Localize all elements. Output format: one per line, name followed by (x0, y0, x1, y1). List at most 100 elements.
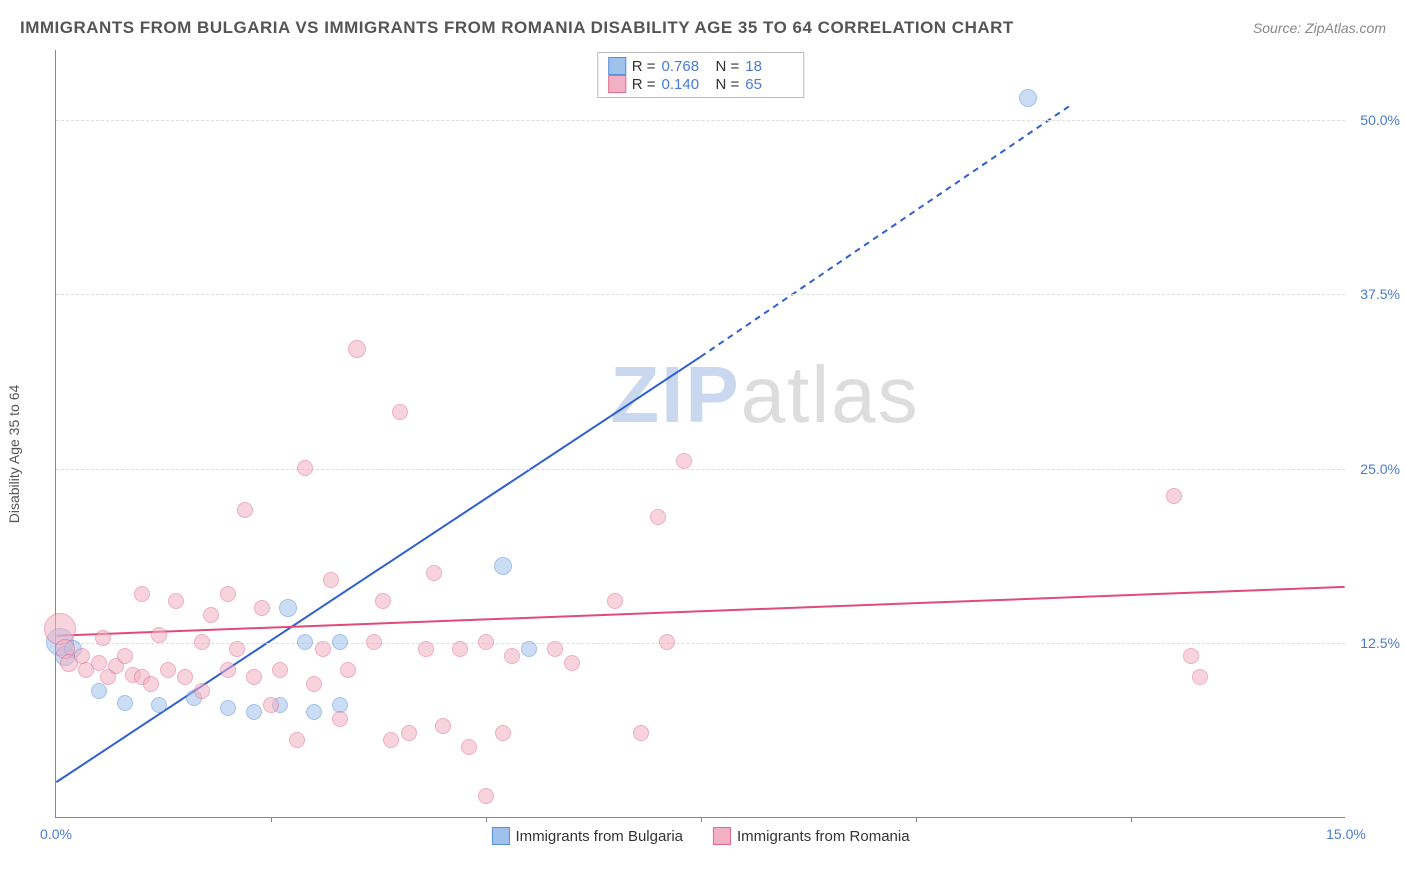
data-point (263, 697, 279, 713)
watermark: ZIPatlas (610, 349, 919, 441)
data-point (237, 502, 253, 518)
data-point (495, 725, 511, 741)
data-point (143, 676, 159, 692)
y-tick-label: 12.5% (1350, 635, 1400, 651)
data-point (323, 572, 339, 588)
data-point (306, 704, 322, 720)
legend-swatch (608, 57, 626, 75)
trend-line (56, 357, 700, 782)
data-point (246, 669, 262, 685)
data-point (229, 641, 245, 657)
data-point (151, 627, 167, 643)
gridline (56, 294, 1345, 295)
n-label: N = (716, 58, 740, 75)
r-value: 0.768 (662, 58, 710, 75)
n-value: 18 (745, 58, 793, 75)
legend-swatch (713, 827, 731, 845)
gridline (56, 469, 1345, 470)
x-tick-mark (486, 817, 487, 822)
data-point (418, 641, 434, 657)
trend-line (56, 587, 1344, 636)
data-point (315, 641, 331, 657)
data-point (332, 634, 348, 650)
data-point (117, 648, 133, 664)
data-point (134, 586, 150, 602)
data-point (426, 565, 442, 581)
y-tick-label: 37.5% (1350, 286, 1400, 302)
legend-swatch (491, 827, 509, 845)
data-point (168, 593, 184, 609)
data-point (392, 404, 408, 420)
gridline (56, 120, 1345, 121)
x-tick-mark (916, 817, 917, 822)
data-point (1166, 488, 1182, 504)
data-point (272, 662, 288, 678)
legend-stat-row: R = 0.768 N = 18 (608, 57, 794, 75)
data-point (151, 697, 167, 713)
chart-title: IMMIGRANTS FROM BULGARIA VS IMMIGRANTS F… (20, 18, 1014, 38)
data-point (1183, 648, 1199, 664)
data-point (478, 634, 494, 650)
correlation-legend: R = 0.768 N = 18R = 0.140 N = 65 (597, 52, 805, 98)
data-point (203, 607, 219, 623)
data-point (194, 634, 210, 650)
n-label: N = (716, 76, 740, 93)
data-point (633, 725, 649, 741)
n-value: 65 (745, 76, 793, 93)
data-point (564, 655, 580, 671)
legend-item: Immigrants from Romania (713, 827, 910, 845)
data-point (91, 683, 107, 699)
data-point (297, 460, 313, 476)
data-point (220, 586, 236, 602)
legend-swatch (608, 75, 626, 93)
data-point (659, 634, 675, 650)
trend-lines-svg (56, 50, 1345, 817)
y-tick-label: 50.0% (1350, 112, 1400, 128)
data-point (547, 641, 563, 657)
data-point (254, 600, 270, 616)
data-point (332, 711, 348, 727)
r-label: R = (632, 58, 656, 75)
data-point (117, 695, 133, 711)
data-point (160, 662, 176, 678)
series-legend: Immigrants from Bulgaria Immigrants from … (491, 827, 909, 845)
x-tick-mark (271, 817, 272, 822)
data-point (494, 557, 512, 575)
data-point (246, 704, 262, 720)
data-point (521, 641, 537, 657)
chart-plot-area: ZIPatlas R =0.768N =18R =0.140N =65 Immi… (55, 50, 1345, 818)
data-point (375, 593, 391, 609)
data-point (478, 788, 494, 804)
data-point (504, 648, 520, 664)
data-point (650, 509, 666, 525)
chart-source: Source: ZipAtlas.com (1253, 20, 1386, 36)
chart-header: IMMIGRANTS FROM BULGARIA VS IMMIGRANTS F… (20, 18, 1386, 38)
legend-label: Immigrants from Bulgaria (515, 828, 683, 845)
data-point (297, 634, 313, 650)
trend-line-dashed (701, 106, 1070, 357)
y-tick-label: 25.0% (1350, 461, 1400, 477)
legend-label: Immigrants from Romania (737, 828, 910, 845)
data-point (194, 683, 210, 699)
data-point (306, 676, 322, 692)
data-point (177, 669, 193, 685)
data-point (676, 453, 692, 469)
data-point (435, 718, 451, 734)
r-value: 0.140 (662, 76, 710, 93)
data-point (461, 739, 477, 755)
data-point (452, 641, 468, 657)
data-point (1019, 89, 1037, 107)
data-point (383, 732, 399, 748)
data-point (220, 700, 236, 716)
x-tick-mark (701, 817, 702, 822)
data-point (401, 725, 417, 741)
watermark-atlas: atlas (741, 350, 920, 439)
y-axis-label: Disability Age 35 to 64 (6, 385, 22, 524)
legend-stat-row: R =0.140N =65 (608, 75, 794, 93)
data-point (348, 340, 366, 358)
watermark-zip: ZIP (610, 350, 740, 439)
data-point (279, 599, 297, 617)
gridline (56, 643, 1345, 644)
data-point (289, 732, 305, 748)
legend-item: Immigrants from Bulgaria (491, 827, 683, 845)
